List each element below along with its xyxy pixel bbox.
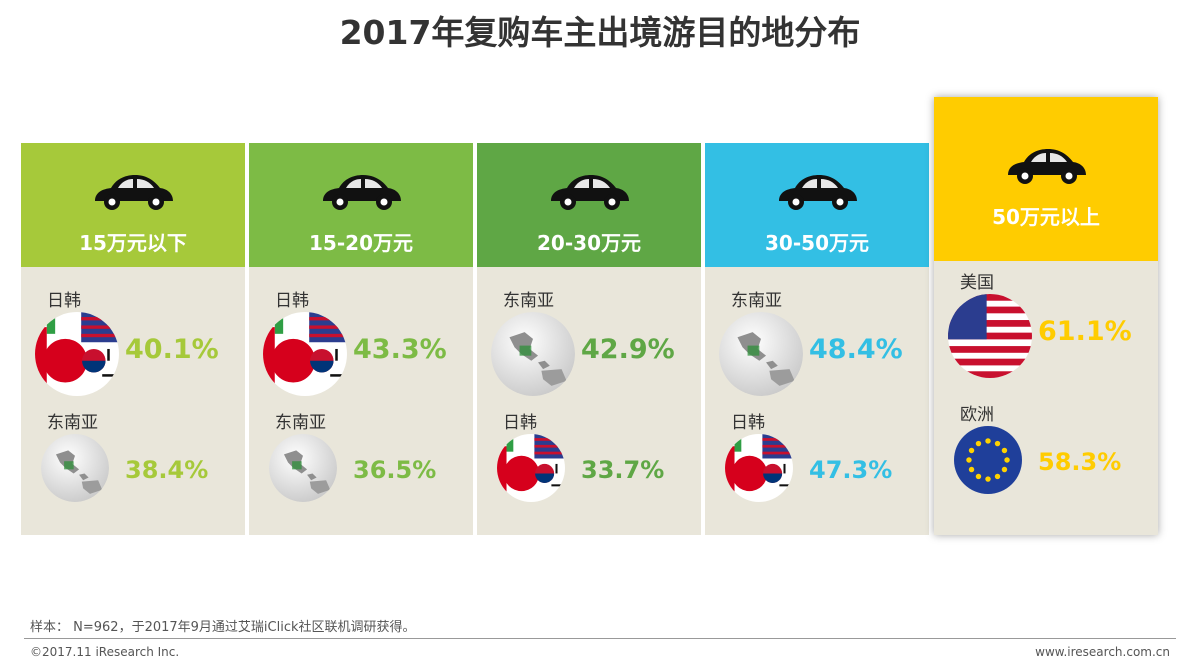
car-icon: [547, 171, 631, 211]
destination-label: 欧洲: [960, 405, 994, 425]
percentage-value: 43.3%: [353, 334, 447, 365]
car-icon: [91, 171, 175, 211]
destination-label: 东南亚: [731, 291, 782, 311]
southeast-asia-globe-icon: [269, 434, 337, 502]
column-header: 15-20万元: [249, 143, 473, 267]
japan-korea-flags-icon: [263, 312, 347, 396]
column-header: 30-50万元: [705, 143, 929, 267]
destination-label: 日韩: [503, 413, 537, 433]
percentage-value: 42.9%: [581, 334, 675, 365]
column-header: 15万元以下: [21, 143, 245, 267]
destination-label: 东南亚: [503, 291, 554, 311]
column-header: 20-30万元: [477, 143, 701, 267]
destination-entry: 日韩 33.7%: [477, 408, 701, 528]
destination-label: 日韩: [731, 413, 765, 433]
japan-korea-flags-icon: [725, 434, 793, 502]
destination-entry: 日韩 47.3%: [705, 408, 929, 528]
southeast-asia-globe-icon: [41, 434, 109, 502]
eu-flag-icon: [954, 426, 1022, 494]
percentage-value: 33.7%: [581, 456, 665, 484]
destination-label: 东南亚: [275, 413, 326, 433]
destination-label: 日韩: [47, 291, 81, 311]
destination-entry: 日韩 43.3%: [249, 286, 473, 406]
destination-entry: 东南亚 48.4%: [705, 286, 929, 406]
percentage-value: 36.5%: [353, 456, 437, 484]
copyright-text: ©2017.11 iResearch Inc.: [30, 645, 180, 659]
percentage-value: 38.4%: [125, 456, 209, 484]
sample-footnote: 样本： N=962，于2017年9月通过艾瑞iClick社区联机调研获得。: [30, 620, 416, 635]
price-range-label: 15万元以下: [79, 231, 187, 255]
southeast-asia-globe-icon: [491, 312, 575, 396]
percentage-value: 61.1%: [1038, 316, 1132, 347]
car-icon: [319, 171, 403, 211]
car-icon: [775, 171, 859, 211]
destination-entry: 欧洲 58.3%: [934, 400, 1158, 520]
income-column: 50万元以上美国 61.1% 欧洲 58.3%: [934, 97, 1158, 535]
income-column: 20-30万元东南亚 42.9% 日韩 33.7%: [477, 143, 701, 535]
destination-label: 东南亚: [47, 413, 98, 433]
income-column: 15-20万元日韩 43.3% 东南亚 36.5%: [249, 143, 473, 535]
column-header: 50万元以上: [934, 97, 1158, 261]
car-icon: [1004, 145, 1088, 185]
destination-label: 美国: [960, 273, 994, 293]
price-range-label: 15-20万元: [309, 231, 413, 255]
percentage-value: 47.3%: [809, 456, 893, 484]
website-link[interactable]: www.iresearch.com.cn: [1035, 645, 1170, 659]
income-column: 15万元以下日韩 40.1% 东南亚 38.4%: [21, 143, 245, 535]
southeast-asia-globe-icon: [719, 312, 803, 396]
destination-entry: 东南亚 36.5%: [249, 408, 473, 528]
income-column: 30-50万元东南亚 48.4% 日韩 47.3%: [705, 143, 929, 535]
percentage-value: 48.4%: [809, 334, 903, 365]
japan-korea-flags-icon: [35, 312, 119, 396]
percentage-value: 58.3%: [1038, 448, 1122, 476]
footer-divider: [24, 638, 1176, 639]
destination-label: 日韩: [275, 291, 309, 311]
usa-flag-icon: [948, 294, 1032, 378]
destination-entry: 日韩 40.1%: [21, 286, 245, 406]
japan-korea-flags-icon: [497, 434, 565, 502]
price-range-label: 50万元以上: [992, 205, 1100, 229]
chart-title: 2017年复购车主出境游目的地分布: [339, 13, 861, 52]
price-range-label: 30-50万元: [765, 231, 869, 255]
destination-entry: 东南亚 42.9%: [477, 286, 701, 406]
price-range-label: 20-30万元: [537, 231, 641, 255]
percentage-value: 40.1%: [125, 334, 219, 365]
destination-entry: 东南亚 38.4%: [21, 408, 245, 528]
destination-entry: 美国 61.1%: [934, 268, 1158, 388]
